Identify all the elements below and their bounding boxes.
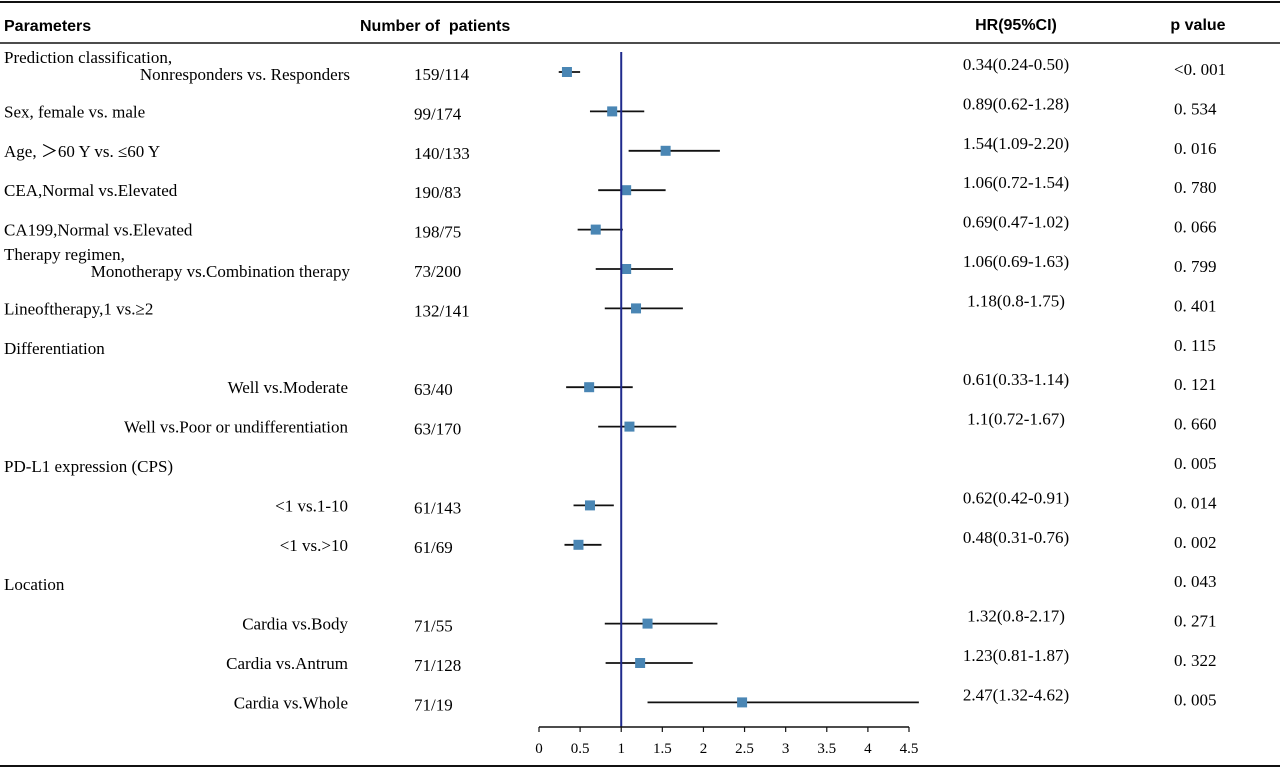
row-hr-ci: 1.06(0.69-1.63) <box>963 252 1069 271</box>
row-p-value: 0. 115 <box>1174 336 1216 355</box>
row-label: PD-L1 expression (CPS) <box>4 457 173 476</box>
hr-marker <box>584 500 595 511</box>
rows-layer: Prediction classification,Nonresponders … <box>4 48 1226 714</box>
row-label: <1 vs.>10 <box>280 536 348 555</box>
row-label: Nonresponders vs. Responders <box>140 65 350 84</box>
row-patients: 71/55 <box>414 617 453 636</box>
row-label: Differentiation <box>4 339 105 358</box>
hr-marker <box>621 185 632 196</box>
hr-marker <box>607 106 618 117</box>
hr-marker <box>621 264 632 274</box>
row-patients: 63/170 <box>414 420 461 439</box>
row-hr-ci: 0.89(0.62-1.28) <box>963 94 1069 113</box>
hr-marker <box>573 539 584 550</box>
row-patients: 190/83 <box>414 183 461 202</box>
x-tick-label: 4 <box>864 741 872 757</box>
row-p-value: 0. 780 <box>1174 178 1217 197</box>
row-label: <1 vs.1-10 <box>275 496 348 515</box>
row-label: CEA,Normal vs.Elevated <box>4 181 178 200</box>
row-label: Sex, female vs. male <box>4 102 145 121</box>
row-hr-ci: 0.61(0.33-1.14) <box>963 370 1069 389</box>
row-label: Prediction classification, <box>4 48 172 67</box>
row-hr-ci: 1.23(0.81-1.87) <box>963 646 1069 665</box>
hr-marker <box>642 618 653 629</box>
x-tick-label: 0.5 <box>571 741 590 757</box>
row-patients: 73/200 <box>414 262 461 281</box>
x-tick-label: 3 <box>782 741 790 757</box>
hr-marker <box>624 421 635 432</box>
x-tick-label: 3.5 <box>817 741 836 757</box>
row-p-value: 0. 660 <box>1174 415 1217 434</box>
row-p-value: 0. 014 <box>1174 493 1217 512</box>
row-label: Therapy regimen, <box>4 245 125 264</box>
row-p-value: 0. 799 <box>1174 257 1217 276</box>
marks-layer <box>558 52 919 727</box>
row-p-value: 0. 271 <box>1174 612 1217 631</box>
row-patients: 71/19 <box>414 695 453 714</box>
row-patients: 63/40 <box>414 380 453 399</box>
row-p-value: 0. 401 <box>1174 296 1217 315</box>
x-tick-label: 2.5 <box>735 741 754 757</box>
x-tick-label: 1 <box>617 741 625 757</box>
row-p-value: 0. 121 <box>1174 375 1217 394</box>
row-hr-ci: 0.69(0.47-1.02) <box>963 213 1069 232</box>
row-label: Well vs.Poor or undifferentiation <box>124 418 348 437</box>
row-patients: 140/133 <box>414 144 470 163</box>
row-label: Monotherapy vs.Combination therapy <box>91 262 351 281</box>
header-parameters: Parameters <box>4 18 91 35</box>
hr-marker <box>635 658 646 668</box>
row-hr-ci: 1.06(0.72-1.54) <box>963 173 1069 192</box>
x-axis: 0 0.5 1 1.5 2 2.5 3 3.5 4 4.5 <box>535 726 919 757</box>
row-patients: 61/69 <box>414 538 453 557</box>
row-patients: 198/75 <box>414 223 461 242</box>
row-p-value: 0. 005 <box>1174 690 1217 709</box>
row-hr-ci: 0.62(0.42-0.91) <box>963 488 1069 507</box>
row-hr-ci: 0.34(0.24-0.50) <box>963 55 1069 74</box>
row-label: Well vs.Moderate <box>228 378 348 397</box>
hr-marker <box>631 303 642 314</box>
row-hr-ci: 0.48(0.31-0.76) <box>963 528 1069 547</box>
row-p-value: 0. 066 <box>1174 218 1217 237</box>
row-p-value: 0. 002 <box>1174 533 1217 552</box>
row-label: Cardia vs.Antrum <box>226 654 348 673</box>
row-patients: 61/143 <box>414 498 461 517</box>
row-p-value: 0. 534 <box>1174 99 1217 118</box>
row-hr-ci: 2.47(1.32-4.62) <box>963 685 1069 704</box>
row-hr-ci: 1.54(1.09-2.20) <box>963 134 1069 153</box>
row-label: Lineoftherapy,1 vs.≥2 <box>4 299 153 318</box>
hr-marker <box>561 67 572 77</box>
x-tick-label: 1.5 <box>653 741 672 757</box>
header-hr-ci: HR(95%CI) <box>975 17 1057 34</box>
row-hr-ci: 1.1(0.72-1.67) <box>967 410 1065 429</box>
row-p-value: 0. 322 <box>1174 651 1217 670</box>
row-hr-ci: 1.18(0.8-1.75) <box>967 291 1065 310</box>
x-tick-label: 0 <box>535 741 543 757</box>
row-label: CA199,Normal vs.Elevated <box>4 221 193 240</box>
row-hr-ci: 1.32(0.8-2.17) <box>967 607 1065 626</box>
row-patients: 132/141 <box>414 301 470 320</box>
header-p-value: p value <box>1170 17 1225 34</box>
row-patients: 159/114 <box>414 65 470 84</box>
hr-marker <box>737 697 748 708</box>
row-label: Cardia vs.Whole <box>234 693 348 712</box>
header-number-of-patients: Number of patients <box>360 18 510 35</box>
row-label: Age, ＞60 Y vs. ≤60 Y <box>4 142 160 161</box>
row-patients: 71/128 <box>414 656 461 675</box>
hr-marker <box>584 382 595 393</box>
x-tick-label: 4.5 <box>900 741 919 757</box>
row-p-value: <0. 001 <box>1174 60 1226 79</box>
row-label: Cardia vs.Body <box>242 615 348 634</box>
row-patients: 99/174 <box>414 104 462 123</box>
row-p-value: 0. 043 <box>1174 572 1217 591</box>
hr-marker <box>660 145 671 156</box>
row-p-value: 0. 016 <box>1174 139 1217 158</box>
hr-marker <box>590 224 601 235</box>
x-tick-label: 2 <box>700 741 708 757</box>
row-p-value: 0. 005 <box>1174 454 1217 473</box>
row-label: Location <box>4 575 65 594</box>
